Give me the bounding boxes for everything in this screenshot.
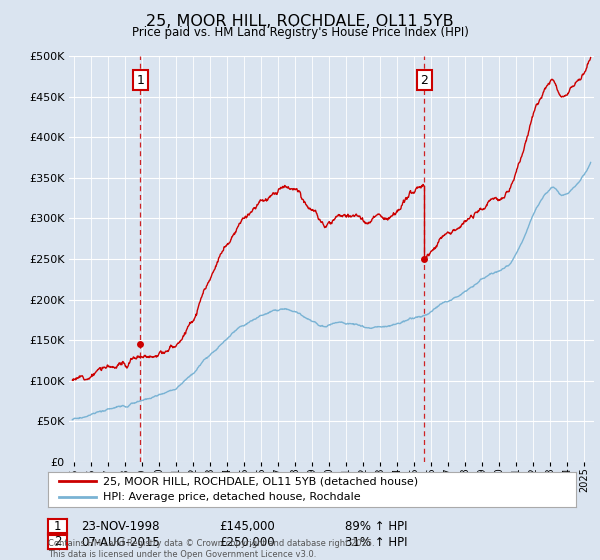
Text: £250,000: £250,000 xyxy=(219,535,275,549)
Text: £145,000: £145,000 xyxy=(219,520,275,533)
Text: 1: 1 xyxy=(54,520,61,533)
Text: Contains HM Land Registry data © Crown copyright and database right 2025.
This d: Contains HM Land Registry data © Crown c… xyxy=(48,539,374,559)
Text: HPI: Average price, detached house, Rochdale: HPI: Average price, detached house, Roch… xyxy=(103,492,361,502)
Text: 25, MOOR HILL, ROCHDALE, OL11 5YB: 25, MOOR HILL, ROCHDALE, OL11 5YB xyxy=(146,14,454,29)
Text: 23-NOV-1998: 23-NOV-1998 xyxy=(81,520,160,533)
Text: 1: 1 xyxy=(136,74,144,87)
Text: 07-AUG-2015: 07-AUG-2015 xyxy=(81,535,160,549)
Text: 2: 2 xyxy=(54,535,61,548)
Text: 2: 2 xyxy=(420,74,428,87)
Text: 31% ↑ HPI: 31% ↑ HPI xyxy=(345,535,407,549)
Text: Price paid vs. HM Land Registry's House Price Index (HPI): Price paid vs. HM Land Registry's House … xyxy=(131,26,469,39)
Text: 25, MOOR HILL, ROCHDALE, OL11 5YB (detached house): 25, MOOR HILL, ROCHDALE, OL11 5YB (detac… xyxy=(103,477,419,487)
Text: 89% ↑ HPI: 89% ↑ HPI xyxy=(345,520,407,533)
